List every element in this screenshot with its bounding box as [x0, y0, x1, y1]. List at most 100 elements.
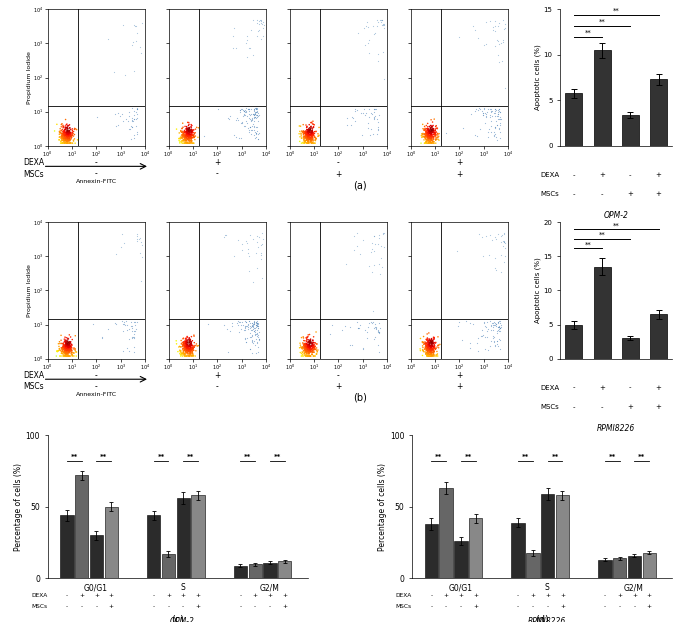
Point [481, 17, 492, 27]
Point [485, 121, 496, 131]
Point [298, 336, 309, 346]
Point [62, 132, 73, 142]
Point [178, 130, 189, 140]
Point [426, 133, 437, 143]
Point [495, 114, 506, 124]
Point [62, 129, 73, 139]
Point [184, 344, 195, 354]
Point [308, 345, 319, 355]
Point [424, 345, 435, 355]
Point [430, 337, 441, 347]
Point [57, 345, 68, 355]
Point [303, 348, 314, 358]
Point [496, 55, 507, 65]
Bar [439, 488, 453, 578]
Point [306, 337, 317, 347]
Point [302, 127, 313, 137]
Point [249, 317, 259, 327]
Text: MSCs: MSCs [31, 604, 48, 610]
Point [65, 137, 76, 147]
Point [425, 129, 436, 139]
Point [301, 127, 312, 137]
Point [249, 326, 260, 336]
Point [368, 231, 379, 241]
Point [128, 116, 139, 126]
Point [373, 327, 384, 337]
Point [58, 342, 69, 352]
Point [424, 340, 435, 350]
Point [223, 114, 234, 124]
Point [58, 134, 69, 144]
Point [177, 349, 188, 359]
Point [425, 344, 436, 354]
Point [181, 137, 191, 147]
Point [304, 338, 315, 348]
Point [183, 138, 194, 148]
Point [253, 26, 263, 36]
Point [302, 133, 313, 143]
Point [373, 239, 384, 249]
Point [61, 351, 72, 361]
Point [131, 109, 142, 119]
Point [304, 330, 315, 340]
Point [304, 132, 314, 142]
Text: MSCs: MSCs [24, 170, 44, 179]
Point [248, 320, 259, 330]
Point [299, 338, 310, 348]
Point [306, 341, 316, 351]
Point [429, 341, 440, 351]
Point [63, 351, 74, 361]
Point [346, 340, 357, 350]
Point [131, 103, 142, 113]
Point [303, 342, 314, 352]
Point [185, 349, 196, 359]
Point [61, 135, 72, 145]
Point [420, 138, 430, 148]
Point [373, 124, 384, 134]
Point [303, 124, 314, 134]
Point [307, 138, 318, 148]
Text: **: ** [599, 232, 606, 238]
Point [56, 132, 67, 142]
Point [251, 104, 261, 114]
Point [423, 133, 434, 143]
Point [60, 343, 71, 353]
Point [429, 128, 440, 137]
Point [183, 134, 194, 144]
Point [185, 344, 196, 354]
Point [310, 127, 321, 137]
Point [251, 318, 261, 328]
Point [189, 342, 200, 352]
Point [132, 128, 143, 137]
Point [181, 122, 192, 132]
Point [181, 343, 191, 353]
Text: -: - [572, 172, 575, 178]
Point [65, 338, 75, 348]
Point [369, 113, 380, 123]
Point [250, 113, 261, 123]
Point [422, 132, 433, 142]
Point [493, 322, 504, 332]
Point [66, 133, 77, 143]
Point [301, 134, 312, 144]
Point [61, 345, 72, 355]
Point [302, 343, 313, 353]
Point [179, 347, 189, 357]
Point [65, 129, 75, 139]
Point [244, 43, 255, 53]
Point [304, 341, 314, 351]
Point [309, 351, 320, 361]
Text: MSCs: MSCs [540, 404, 559, 410]
Point [190, 351, 201, 361]
Point [426, 350, 437, 360]
Point [492, 336, 502, 346]
Point [423, 351, 434, 361]
Text: -: - [601, 404, 604, 410]
Point [299, 350, 310, 360]
Point [243, 266, 254, 276]
Point [421, 345, 432, 355]
Point [299, 344, 310, 354]
Point [67, 128, 78, 137]
Point [301, 346, 312, 356]
Point [235, 108, 246, 118]
